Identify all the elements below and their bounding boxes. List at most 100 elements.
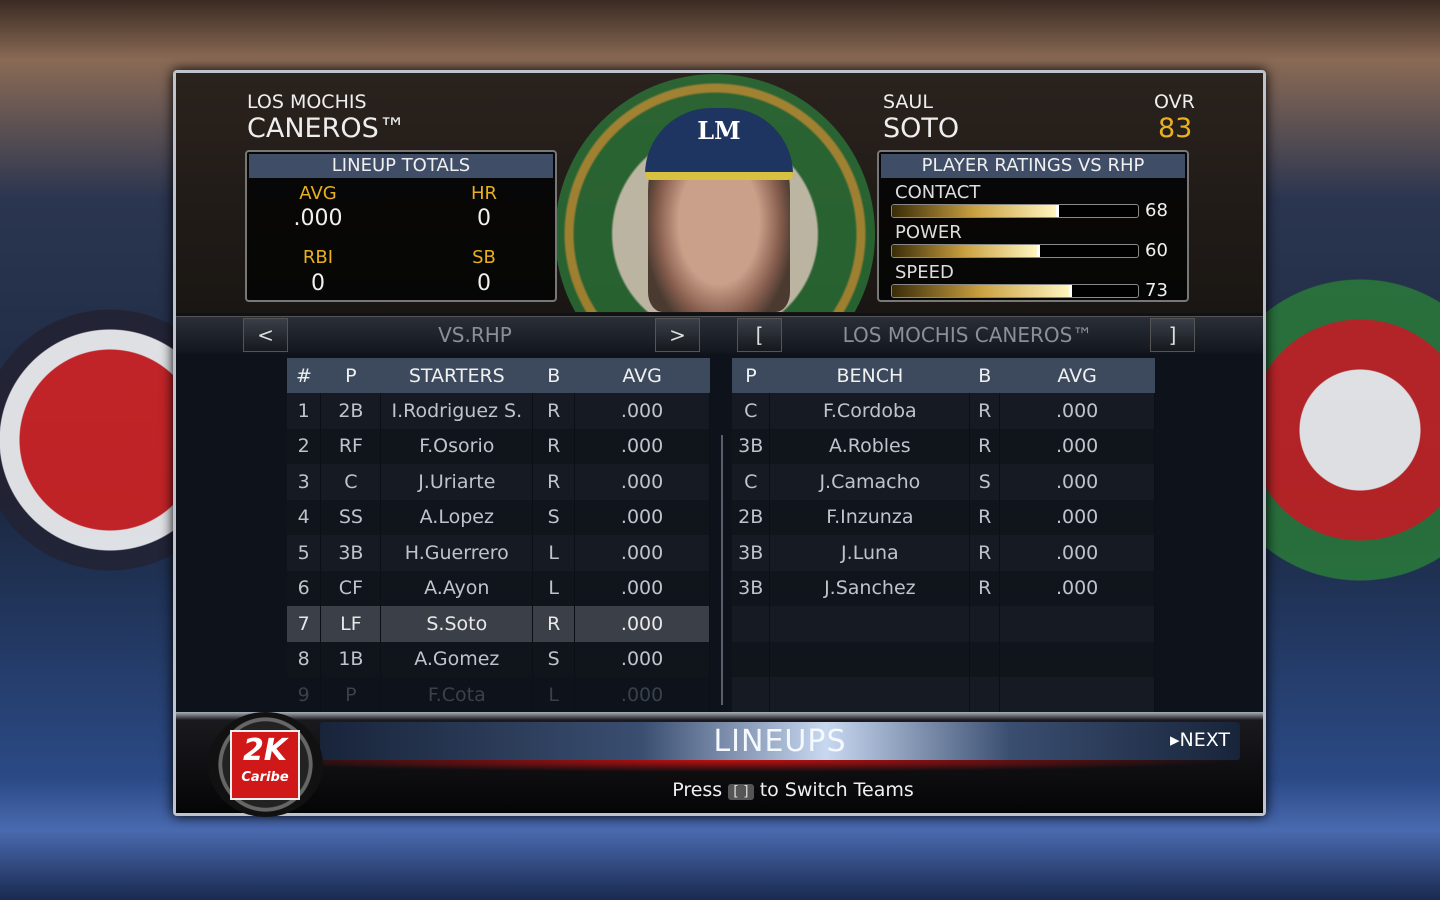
table-row[interactable]: 3B A.Robles R .000	[732, 428, 1155, 464]
table-cell: .000	[574, 641, 710, 677]
rating-value-contact: 68	[1145, 200, 1168, 221]
empty-cell	[999, 677, 1155, 713]
rating-label-power: POWER	[895, 222, 962, 243]
table-cell: 9	[287, 677, 322, 713]
starters-table: # P STARTERS B AVG 1 2B I.Rodriguez S. R .000 2 RF F…	[287, 358, 710, 713]
table-row[interactable]: 6 CF A.Ayon L .000	[287, 570, 710, 606]
screen-title: LINEUPS	[713, 724, 847, 759]
table-cell: J.Camacho	[769, 464, 971, 500]
table-row[interactable]: 2B F.Inzunza R .000	[732, 499, 1155, 535]
switch-teams-hint: Press [ ] to Switch Teams	[320, 779, 1266, 801]
rating-value-power: 60	[1145, 240, 1168, 261]
column-header: B	[969, 358, 1000, 393]
next-button[interactable]: ▸NEXT	[1169, 729, 1230, 751]
table-row	[732, 641, 1155, 677]
table-cell: R	[532, 428, 576, 464]
rating-bar-power	[891, 244, 1139, 258]
table-row[interactable]: 3B J.Luna R .000	[732, 535, 1155, 571]
table-cell: C	[732, 393, 771, 429]
rating-value-speed: 73	[1145, 280, 1168, 301]
table-cell: F.Inzunza	[769, 499, 971, 535]
stat-value-rbi: 0	[311, 271, 325, 296]
team-city: LOS MOCHIS	[247, 91, 367, 113]
table-cell: .000	[574, 535, 710, 571]
lineup-totals-box: LINEUP TOTALS AVG .000 HR 0 RBI 0 SB 0	[245, 150, 557, 302]
table-cell: R	[969, 428, 1001, 464]
table-cell: R	[969, 499, 1001, 535]
table-cell: 3B	[732, 535, 771, 571]
stat-label-sb: SB	[472, 247, 496, 268]
table-row[interactable]: 4 SS A.Lopez S .000	[287, 499, 710, 535]
table-cell: CF	[320, 570, 382, 606]
table-divider	[721, 435, 723, 705]
stat-value-hr: 0	[477, 206, 491, 231]
rating-bar-contact	[891, 204, 1139, 218]
next-split-button[interactable]: >	[655, 318, 700, 352]
table-row[interactable]: 2 RF F.Osorio R .000	[287, 428, 710, 464]
table-row[interactable]: 9 P F.Cota L .000	[287, 677, 710, 713]
table-cell: RF	[320, 428, 382, 464]
hint-press: Press	[672, 779, 723, 801]
table-cell: 1	[287, 393, 322, 429]
table-row[interactable]: 1 2B I.Rodriguez S. R .000	[287, 393, 710, 429]
hint-text: to Switch Teams	[759, 779, 914, 801]
ovr-label: OVR	[1154, 91, 1195, 113]
table-cell: 3B	[732, 570, 771, 606]
empty-cell	[769, 641, 971, 677]
player-last-name: SOTO	[883, 113, 960, 144]
table-row[interactable]: C J.Camacho S .000	[732, 464, 1155, 500]
table-cell: .000	[999, 499, 1155, 535]
empty-cell	[769, 606, 971, 642]
table-cell: 2	[287, 428, 322, 464]
table-cell: R	[969, 535, 1001, 571]
table-row[interactable]: 3B J.Sanchez R .000	[732, 570, 1155, 606]
column-header: P	[732, 358, 770, 393]
table-row[interactable]: C F.Cordoba R .000	[732, 393, 1155, 429]
table-cell: S	[969, 464, 1001, 500]
rating-label-speed: SPEED	[895, 262, 954, 283]
column-header: #	[287, 358, 321, 393]
table-row[interactable]: 8 1B A.Gomez S .000	[287, 641, 710, 677]
table-cell: A.Ayon	[380, 570, 534, 606]
table-row	[732, 677, 1155, 713]
column-header: AVG	[999, 358, 1155, 393]
empty-cell	[732, 677, 771, 713]
table-cell: 4	[287, 499, 322, 535]
column-header: AVG	[574, 358, 710, 393]
empty-cell	[999, 606, 1155, 642]
table-row[interactable]: 5 3B H.Guerrero L .000	[287, 535, 710, 571]
table-cell: L	[532, 677, 576, 713]
player-cap: LM	[645, 108, 793, 180]
table-header: # P STARTERS B AVG	[287, 358, 710, 393]
empty-cell	[769, 677, 971, 713]
rating-bar-speed	[891, 284, 1139, 298]
table-cell: A.Gomez	[380, 641, 534, 677]
table-cell: .000	[574, 428, 710, 464]
next-team-button[interactable]: ]	[1150, 318, 1195, 352]
table-cell: 3	[287, 464, 322, 500]
table-cell: F.Cordoba	[769, 393, 971, 429]
table-row[interactable]: 3 C J.Uriarte R .000	[287, 464, 710, 500]
table-cell: 1B	[320, 641, 382, 677]
table-cell: A.Robles	[769, 428, 971, 464]
table-cell: LF	[320, 606, 382, 642]
column-header: STARTERS	[380, 358, 533, 393]
prev-split-button[interactable]: <	[243, 318, 288, 352]
stat-value-sb: 0	[477, 271, 491, 296]
table-cell: R	[532, 464, 576, 500]
ratings-title: PLAYER RATINGS VS RHP	[881, 154, 1185, 178]
table-cell: F.Cota	[380, 677, 534, 713]
stat-label-avg: AVG	[299, 183, 337, 204]
player-first-name: SAUL	[883, 91, 933, 113]
2k-caribe-logo: 2K Caribe	[208, 712, 323, 817]
table-row[interactable]: 7 LF S.Soto R .000	[287, 606, 710, 642]
table-cell: .000	[574, 464, 710, 500]
empty-cell	[732, 641, 771, 677]
bench-table: P BENCH B AVG C F.Cordoba R .000 3B A.Robles R .000…	[732, 358, 1155, 713]
title-banner: LINEUPS ▸NEXT	[320, 722, 1240, 760]
table-cell: H.Guerrero	[380, 535, 534, 571]
prev-team-button[interactable]: [	[737, 318, 782, 352]
table-cell: I.Rodriguez S.	[380, 393, 534, 429]
table-cell: .000	[574, 570, 710, 606]
table-row	[732, 606, 1155, 642]
